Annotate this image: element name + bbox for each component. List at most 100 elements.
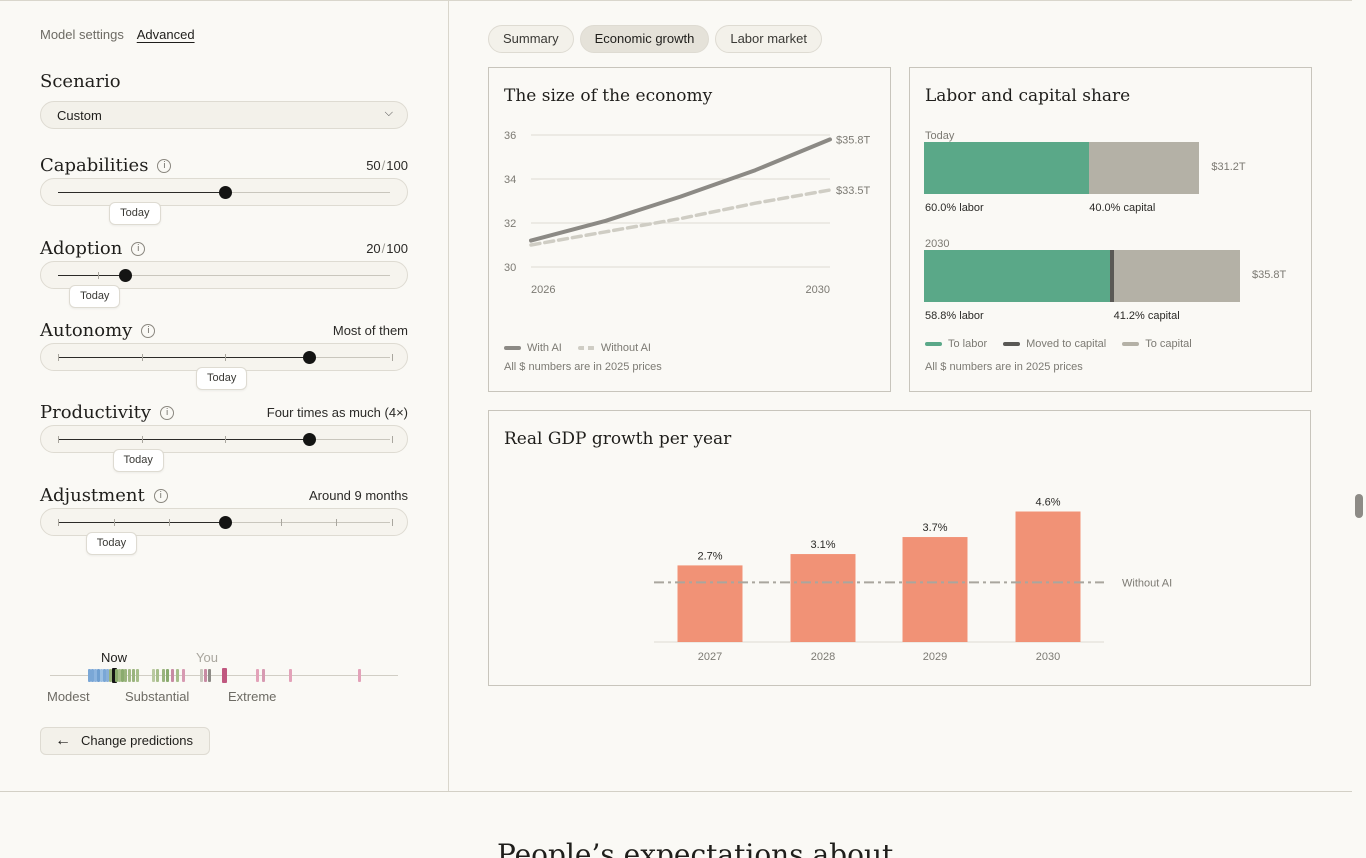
slider-handle[interactable] xyxy=(219,516,232,529)
tab-labor-market[interactable]: Labor market xyxy=(715,25,822,53)
tab-summary[interactable]: Summary xyxy=(488,25,574,53)
prediction-mark xyxy=(97,669,100,682)
productivity-label: Productivity xyxy=(40,402,152,423)
info-icon[interactable]: i xyxy=(157,158,172,173)
prediction-mark xyxy=(200,669,203,682)
bar-category-label: 2029 xyxy=(923,651,947,663)
labor-share-label: 60.0% labor xyxy=(925,202,984,214)
slider-tick xyxy=(58,519,59,526)
slider-tick xyxy=(336,519,338,526)
you-label: You xyxy=(196,650,218,665)
y-tick-label: 32 xyxy=(504,218,516,230)
slider-handle[interactable] xyxy=(302,433,316,446)
prediction-mark xyxy=(115,669,118,682)
y-tick-label: 34 xyxy=(504,174,516,186)
slider-tick xyxy=(280,519,282,526)
baseline-label: Without AI xyxy=(1122,577,1172,589)
share-row-label: 2030 xyxy=(925,238,950,250)
scale-extreme: Extreme xyxy=(228,689,277,704)
adoption-label: Adoption xyxy=(40,238,123,259)
scenario-select[interactable]: Custom ⌵ xyxy=(40,101,408,129)
bar-category-label: 2028 xyxy=(811,651,835,663)
adjustment-slider[interactable] xyxy=(40,508,408,536)
tab-model-settings[interactable]: Model settings xyxy=(40,27,124,42)
prediction-mark xyxy=(176,669,179,682)
scrollbar-thumb[interactable] xyxy=(1355,494,1363,518)
info-icon[interactable]: i xyxy=(160,405,175,420)
predictions-strip: Now You Modest Substantial Extreme xyxy=(40,645,408,710)
share-legend: To labor Moved to capital To capital xyxy=(925,338,1192,350)
slider-fill xyxy=(58,192,225,193)
productivity-slider[interactable] xyxy=(40,425,408,453)
adjustment-value: Around 9 months xyxy=(308,488,408,503)
productivity-control: Productivity i Four times as much (4×) To… xyxy=(40,402,408,472)
info-icon[interactable]: i xyxy=(153,488,168,503)
slider-tick xyxy=(98,272,100,279)
prediction-mark xyxy=(156,669,159,682)
info-icon[interactable]: i xyxy=(131,241,146,256)
prediction-mark xyxy=(106,669,109,682)
autonomy-slider[interactable] xyxy=(40,343,408,371)
legend-moved-to-capital: Moved to capital xyxy=(1003,338,1106,350)
bar-value-label: 3.7% xyxy=(922,522,947,534)
prediction-mark xyxy=(112,668,117,683)
prediction-mark xyxy=(152,669,155,682)
share-total-label: $31.2T xyxy=(1211,161,1246,173)
prediction-mark xyxy=(182,669,185,682)
series-end-label: $33.5T xyxy=(836,185,871,197)
prediction-mark xyxy=(222,668,227,683)
adoption-current: 20 xyxy=(366,241,381,256)
legend-to-labor: To labor xyxy=(925,338,987,350)
economy-legend: With AI Without AI xyxy=(504,342,651,354)
share-chart-title: Labor and capital share xyxy=(925,86,1131,106)
info-icon[interactable]: i xyxy=(141,323,156,338)
capabilities-value: 50/100 xyxy=(366,158,408,173)
tab-economic-growth[interactable]: Economic growth xyxy=(579,25,710,53)
share-stacked-bar xyxy=(924,142,1200,194)
slider-fill xyxy=(58,357,309,358)
economy-line-chart: 30 32 34 36 2026 2030 $35.8T $33.5T xyxy=(504,130,871,296)
prediction-mark xyxy=(94,669,97,682)
bar-value-label: 4.6% xyxy=(1035,497,1060,509)
prediction-mark xyxy=(124,669,127,682)
productivity-value: Four times as much (4×) xyxy=(266,405,408,420)
capital-share-label: 40.0% capital xyxy=(1089,202,1156,214)
prediction-mark xyxy=(100,669,103,682)
tab-advanced[interactable]: Advanced xyxy=(136,27,195,42)
prediction-mark xyxy=(358,669,361,682)
prediction-mark xyxy=(289,669,292,682)
slider-handle[interactable] xyxy=(302,351,316,364)
gdp-bar-chart: 2.7% 2027 3.1% 2028 3.7% 2029 4.6% 2030 Without … xyxy=(654,497,1172,663)
adjustment-label: Adjustment xyxy=(40,485,145,506)
slider-tick xyxy=(225,436,226,443)
legend-with-ai-label: With AI xyxy=(527,342,562,354)
today-marker: Today xyxy=(109,202,161,225)
prediction-mark xyxy=(171,669,174,682)
slider-handle[interactable] xyxy=(219,186,232,199)
autonomy-value: Most of them xyxy=(332,323,408,338)
scale-substantial: Substantial xyxy=(125,689,190,704)
adoption-max: 100 xyxy=(386,241,408,256)
today-marker: Today xyxy=(112,449,164,472)
slider-fill xyxy=(58,522,225,523)
today-marker: Today xyxy=(85,532,138,555)
legend-moved-label: Moved to capital xyxy=(1026,338,1107,350)
settings-sidebar: Model settings Advanced Scenario Custom … xyxy=(0,0,449,792)
economy-price-note: All $ numbers are in 2025 prices xyxy=(504,361,662,373)
slider-tick xyxy=(392,354,393,361)
capabilities-slider[interactable] xyxy=(40,178,408,206)
change-predictions-button[interactable]: ← Change predictions xyxy=(40,727,211,755)
share-price-note: All $ numbers are in 2025 prices xyxy=(925,361,1083,373)
slider-handle[interactable] xyxy=(118,269,132,282)
slider-fill xyxy=(58,439,309,440)
labor-capital-card: Labor and capital share Today 60.0% labor… xyxy=(909,67,1312,392)
today-marker: Today xyxy=(69,285,121,308)
x-tick-label: 2030 xyxy=(806,284,830,296)
legend-without-ai: Without AI xyxy=(577,342,651,354)
adoption-slider[interactable] xyxy=(40,261,408,289)
top-divider xyxy=(0,0,1352,1)
prediction-mark xyxy=(136,669,139,682)
share-row-label: Today xyxy=(925,130,955,142)
slider-tick xyxy=(169,519,171,526)
slider-tick xyxy=(141,354,143,361)
